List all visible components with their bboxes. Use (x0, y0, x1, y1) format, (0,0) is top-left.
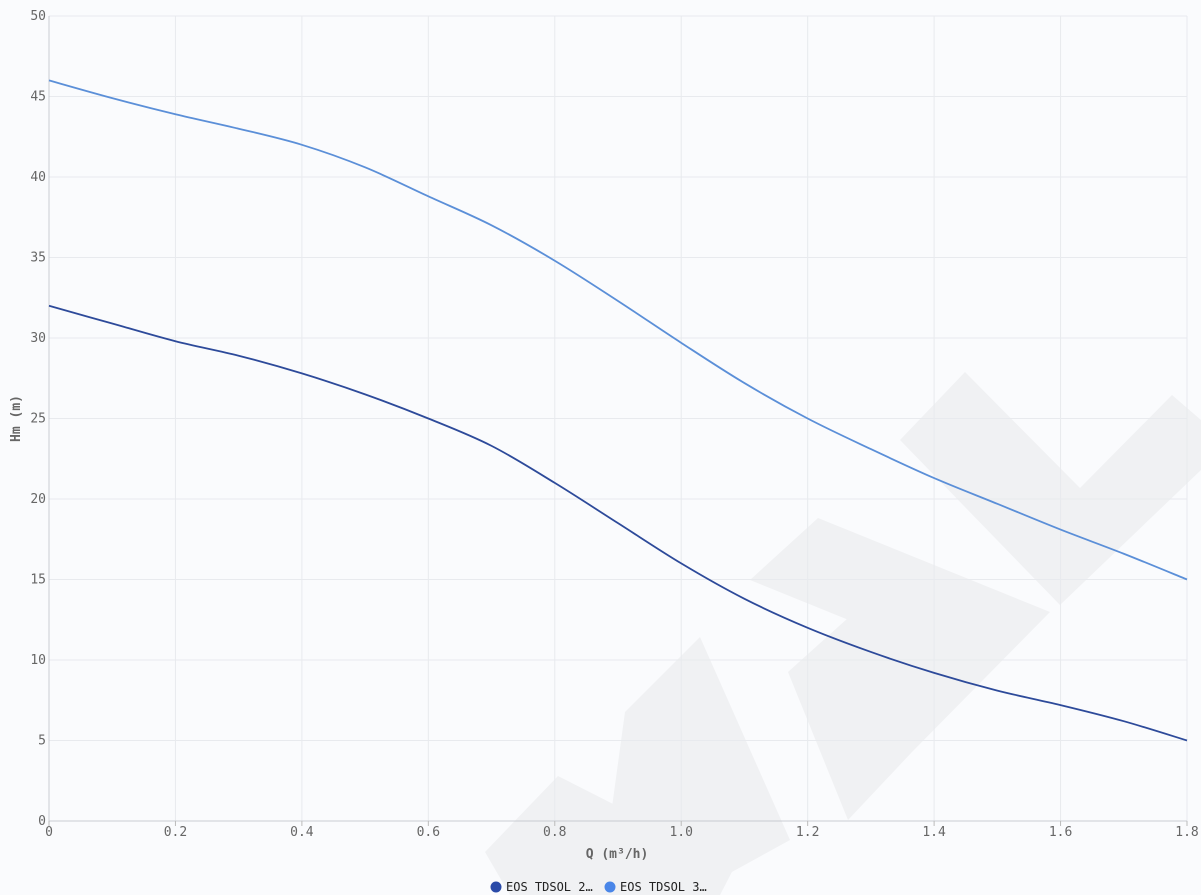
y-tick-label: 45 (30, 90, 46, 105)
axes (48, 16, 1187, 822)
x-tick-label: 0.8 (543, 825, 566, 840)
y-axis-title: Hm (m) (9, 395, 24, 442)
y-tick-label: 50 (30, 9, 46, 24)
y-tick-label: 35 (30, 251, 46, 266)
legend[interactable]: EOS TDSOL 2… EOS TDSOL 3… (490, 880, 707, 894)
y-tick-label: 20 (30, 492, 46, 507)
y-tick-label: 10 (30, 653, 46, 668)
y-tick-label: 5 (38, 734, 46, 749)
x-tick-label: 1.6 (1049, 825, 1072, 840)
y-tick-label: 30 (30, 331, 46, 346)
legend-marker (604, 881, 616, 893)
legend-label: EOS TDSOL 2… (506, 880, 593, 894)
x-tick-label: 1.2 (796, 825, 819, 840)
grid (48, 15, 1188, 822)
x-tick-label: 0.4 (290, 825, 314, 840)
y-tick-label: 0 (38, 814, 46, 829)
series-line-1[interactable] (48, 304, 1188, 742)
x-tick-label: 0.6 (417, 825, 440, 840)
x-tick-label: 1.8 (1175, 825, 1198, 840)
series-lines (48, 79, 1188, 742)
x-tick-label: 0.2 (164, 825, 187, 840)
y-tick-label: 25 (30, 412, 46, 427)
series-line-2[interactable] (48, 79, 1188, 581)
x-axis-ticks: 0 0.2 0.4 0.6 0.8 1.0 1.2 1.4 1.6 1.8 (45, 821, 1199, 840)
x-tick-label: 0 (45, 825, 53, 840)
watermark-logo (485, 372, 1201, 895)
legend-marker (490, 881, 502, 893)
x-tick-label: 1.4 (922, 825, 946, 840)
x-tick-label: 1.0 (669, 825, 692, 840)
x-axis-title: Q (m³/h) (586, 847, 649, 862)
y-axis-ticks: 0 5 10 15 20 25 30 35 40 45 50 (30, 9, 46, 829)
legend-label: EOS TDSOL 3… (620, 880, 707, 894)
y-tick-label: 15 (30, 573, 46, 588)
legend-item-1[interactable]: EOS TDSOL 2… (490, 880, 593, 894)
y-tick-label: 40 (30, 170, 46, 185)
legend-item-2[interactable]: EOS TDSOL 3… (604, 880, 707, 894)
